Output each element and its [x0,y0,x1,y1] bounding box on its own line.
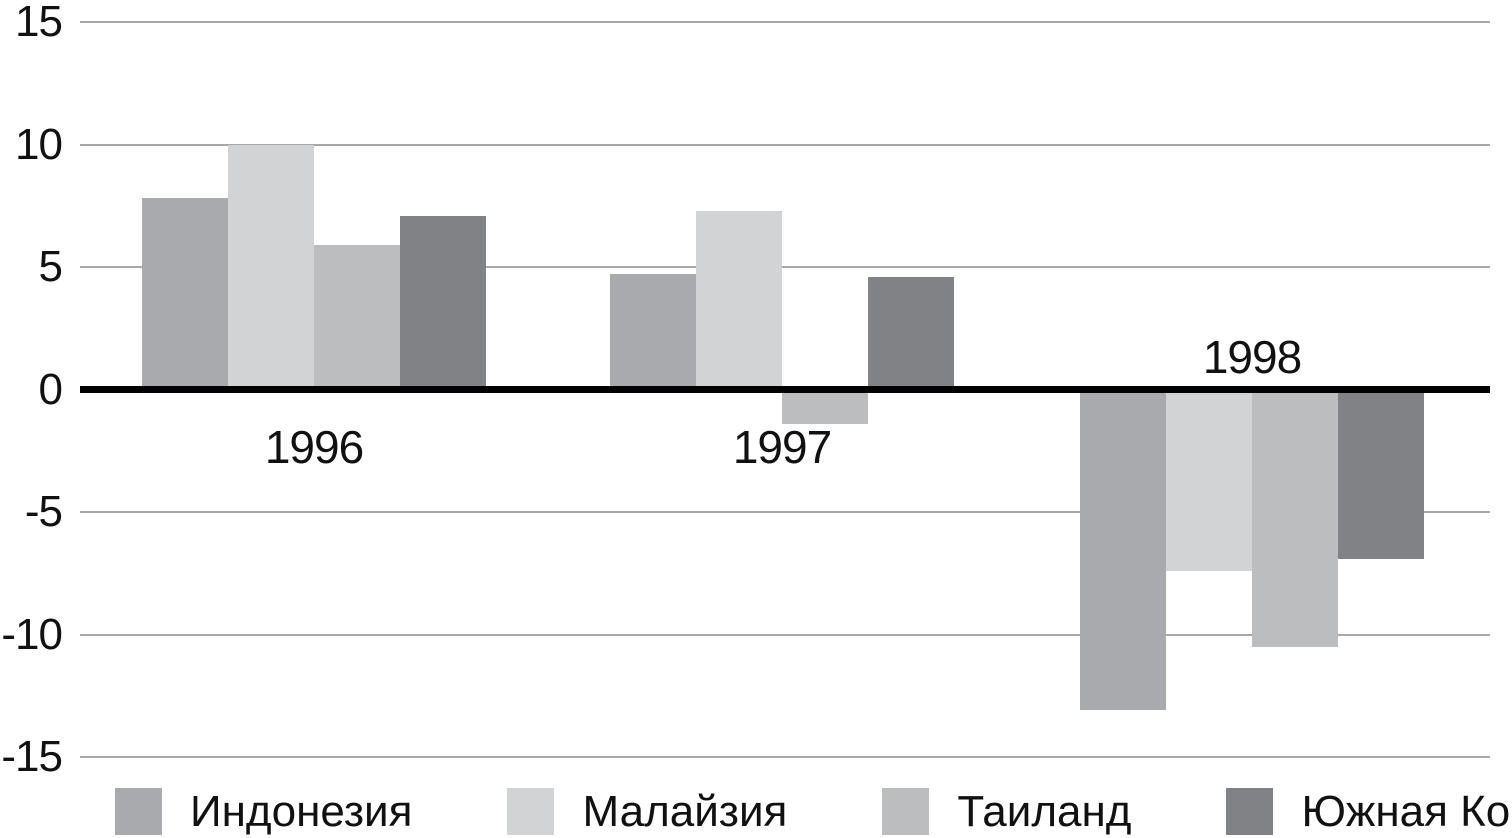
bar-south-korea-1997 [868,276,954,390]
y-tick-label-0: 0 [38,364,63,414]
x-axis-line [80,386,1490,393]
bar-indonesia-1998 [1080,389,1166,711]
bar-thailand-1998 [1252,389,1338,647]
gridline--15 [80,756,1490,758]
legend-item-south-korea: Южная Корея [1226,788,1512,835]
bar-indonesia-1997 [610,274,696,390]
bar-thailand-1996 [314,244,400,390]
bar-thailand-1997 [782,389,868,424]
y-tick-label-15: 15 [15,0,63,46]
bar-malaysia-1996 [228,144,314,390]
bar-south-korea-1998 [1338,389,1424,559]
gridline-15 [80,21,1490,23]
gridline-5 [80,266,1490,268]
bar-indonesia-1996 [142,198,228,390]
gridline-10 [80,143,1490,146]
legend-swatch-indonesia [115,788,162,835]
y-tick-label-10: 10 [15,119,63,169]
legend-swatch-malaysia [507,788,555,835]
bar-malaysia-1998 [1166,389,1252,571]
legend-swatch-thailand [882,788,930,835]
legend-swatch-south-korea [1226,788,1274,835]
x-category-label-1998: 1998 [1202,330,1302,383]
gridline--10 [80,633,1490,636]
y-tick-label--10: -10 [1,609,63,659]
x-category-label-1997: 1997 [732,420,832,473]
y-tick-label-5: 5 [38,242,63,291]
legend-item-malaysia: Малайзия [507,788,787,835]
y-tick-label--15: -15 [1,732,63,781]
legend-label-indonesia: Индонезия [190,787,413,836]
legend-label-malaysia: Малайзия [582,787,788,836]
legend-label-thailand: Таиланд [957,787,1132,836]
y-tick-label--5: -5 [24,487,63,536]
legend: Индонезия Малайзия Таиланд Южная Корея [115,788,1512,835]
legend-item-thailand: Таиланд [882,788,1131,835]
x-category-label-1996: 1996 [264,420,364,473]
bar-malaysia-1997 [696,210,782,390]
gridline--5 [80,511,1490,513]
legend-label-south-korea: Южная Корея [1301,787,1512,836]
legend-item-indonesia: Индонезия [115,788,412,835]
bar-south-korea-1996 [400,215,486,390]
